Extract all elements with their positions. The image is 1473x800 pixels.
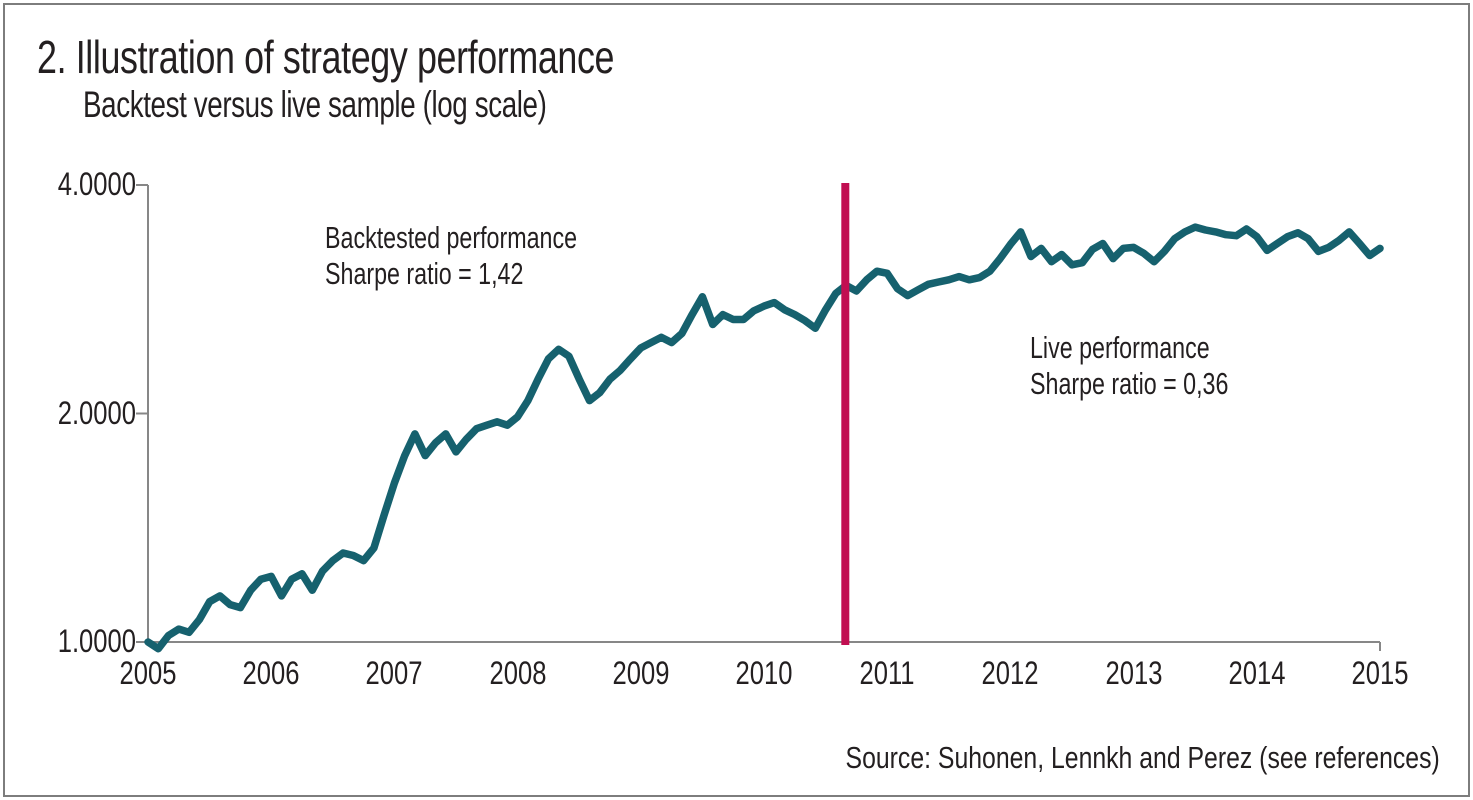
figure-frame (3, 3, 1470, 797)
x-tick-label: 2012 (981, 655, 1039, 691)
x-tick-label: 2009 (612, 655, 670, 691)
source-note: Source: Suhonen, Lennkh and Perez (see r… (845, 740, 1440, 775)
performance-line (144, 223, 1384, 653)
x-tick-label: 2014 (1228, 655, 1286, 691)
y-tick-label: 2.0000 (57, 394, 137, 431)
x-tick-label: 2015 (1351, 655, 1409, 691)
x-tick-label: 2010 (735, 655, 793, 691)
x-tick-label: 2006 (242, 655, 300, 691)
y-tick-label: 4.0000 (57, 166, 137, 202)
x-tick-label: 2005 (119, 655, 177, 691)
figure-title: 2. Illustration of strategy performance (37, 31, 615, 83)
figure-subtitle: Backtest versus live sample (log scale) (83, 84, 547, 125)
annotation-live-line2: Sharpe ratio = 0,36 (1030, 366, 1229, 401)
annotation-backtest-line2: Sharpe ratio = 1,42 (325, 256, 524, 291)
annotation-backtest: Backtested performance Sharpe ratio = 1,… (325, 220, 577, 292)
y-tick-label: 1.0000 (57, 623, 137, 659)
annotation-live-line1: Live performance (1030, 330, 1210, 365)
x-tick-label: 2011 (859, 655, 915, 691)
x-tick-label: 2013 (1105, 655, 1163, 691)
annotation-live: Live performance Sharpe ratio = 0,36 (1030, 330, 1228, 402)
x-tick-label: 2007 (365, 655, 423, 691)
annotation-backtest-line1: Backtested performance (325, 220, 578, 255)
x-tick-label: 2008 (489, 655, 547, 691)
